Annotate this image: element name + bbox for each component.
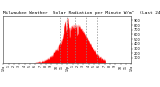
Text: Milwaukee Weather  Solar Radiation per Minute W/m²  (Last 24 Hours): Milwaukee Weather Solar Radiation per Mi…	[3, 11, 160, 15]
